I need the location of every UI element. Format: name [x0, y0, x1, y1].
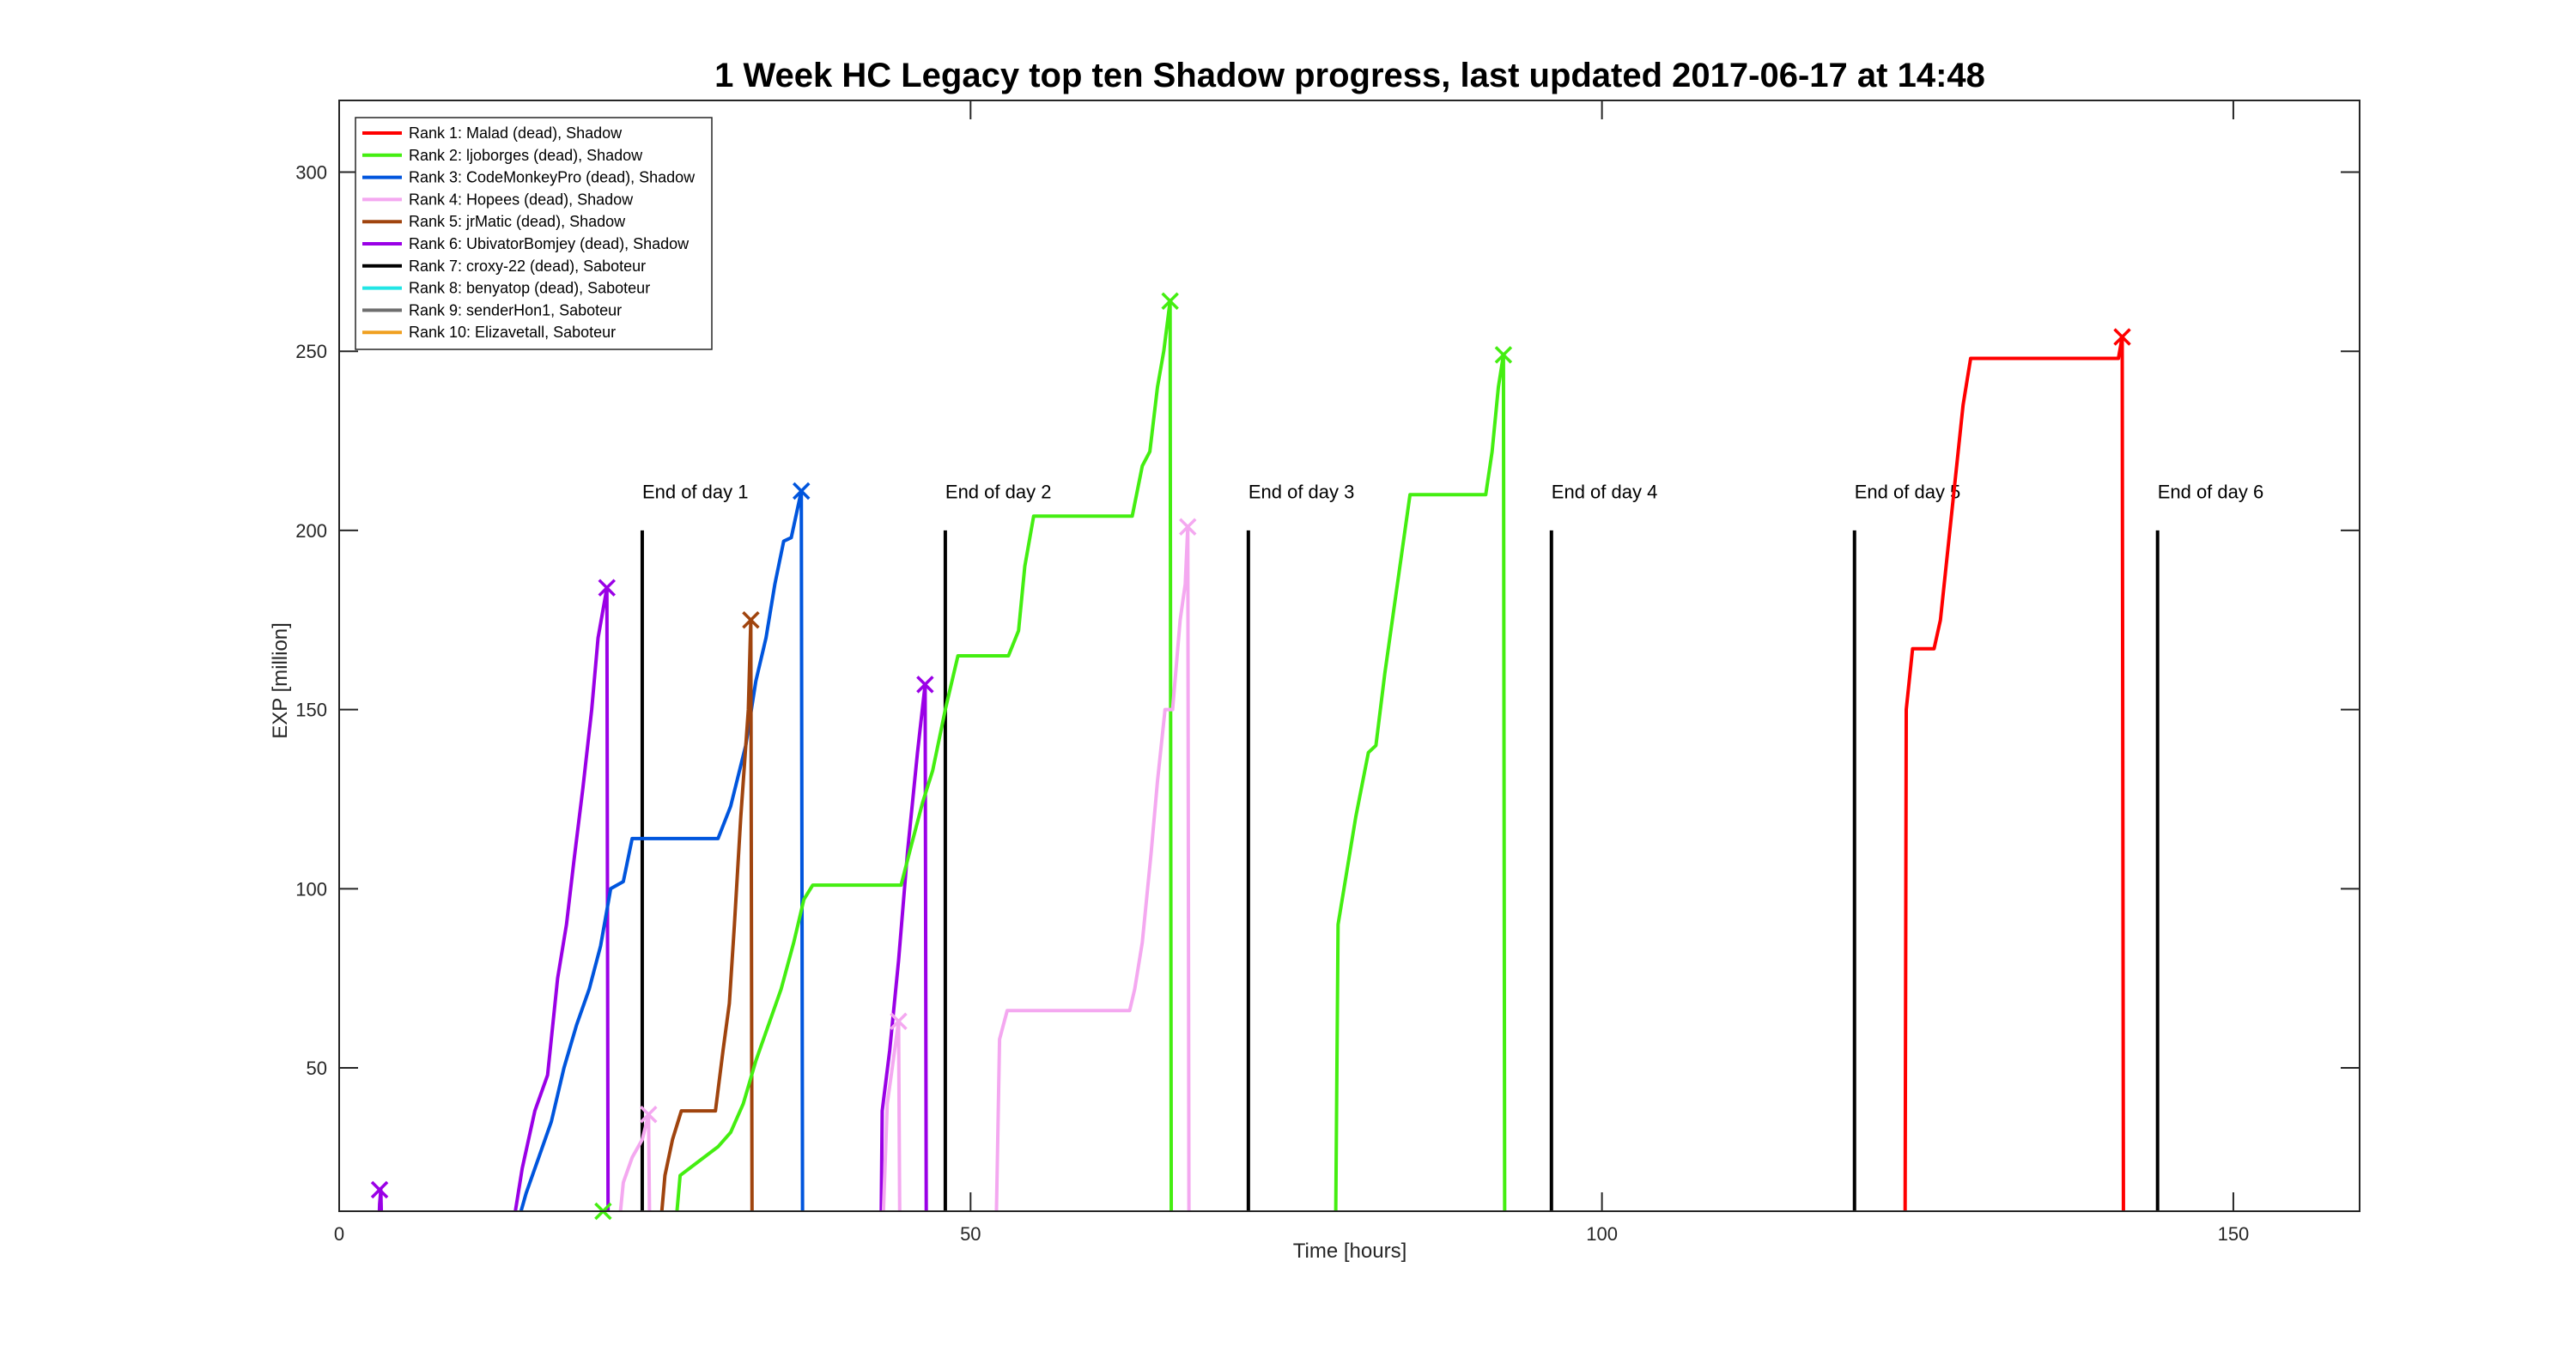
- y-tick-label-50: 50: [307, 1058, 327, 1079]
- death-marker-5-1: [640, 1106, 658, 1124]
- series-line-3-1: [659, 618, 754, 1211]
- x-tick-label-150: 150: [2218, 1223, 2250, 1245]
- series-line-1-1: [377, 1188, 384, 1211]
- day-marker-label-5: End of day 5: [1855, 481, 1961, 502]
- series-line-4-1: [675, 299, 1174, 1211]
- day-marker-label-4: End of day 4: [1552, 481, 1658, 502]
- day-marker-label-2: End of day 2: [945, 481, 1052, 502]
- legend-box: [355, 117, 713, 350]
- death-marker-4-2: [1161, 292, 1179, 310]
- series-2: [519, 489, 805, 1211]
- y-tick-label-150: 150: [295, 700, 327, 721]
- y-tick-label-250: 250: [295, 341, 327, 362]
- day-marker-label-3: End of day 3: [1249, 481, 1355, 502]
- plot-area: End of day 1 End of day 2 End of day 3 End …: [370, 292, 2264, 1221]
- death-marker-5-3: [1179, 518, 1197, 536]
- legend-label-6: Rank 6: UbivatorBomjey (dead), Shadow: [409, 235, 690, 252]
- x-axis-label: Time [hours]: [1293, 1240, 1406, 1263]
- legend-label-10: Rank 10: Elizavetall, Saboteur: [409, 324, 616, 341]
- y-axis-label: EXP [million]: [269, 622, 292, 739]
- legend-label-7: Rank 7: croxy-22 (dead), Saboteur: [409, 258, 646, 275]
- series-5: [618, 524, 1191, 1211]
- y-tick-label-200: 200: [295, 520, 327, 542]
- day-marker-label-1: End of day 1: [642, 481, 749, 502]
- legend-label-3: Rank 3: CodeMonkeyPro (dead), Shadow: [409, 169, 696, 186]
- x-tick-label-100: 100: [1586, 1223, 1618, 1245]
- axes: 0 50 100 150 50 100 150 200 250 300: [295, 100, 2360, 1245]
- legend-label-4: Rank 4: Hopees (dead), Shadow: [409, 191, 634, 208]
- death-marker-1-3: [916, 676, 934, 694]
- series-line-4-2: [1334, 353, 1507, 1211]
- series-line-5-2: [881, 1019, 902, 1211]
- series-6: [1903, 335, 2125, 1211]
- series-4: [675, 299, 1507, 1211]
- legend-label-8: Rank 8: benyatop (dead), Saboteur: [409, 280, 650, 297]
- death-marker-2-1: [793, 482, 811, 500]
- series-3: [659, 618, 754, 1211]
- death-marker-5-2: [890, 1012, 908, 1031]
- y-tick-label-300: 300: [295, 161, 327, 183]
- series-line-2-1: [519, 489, 805, 1211]
- death-marker-1-2: [598, 579, 617, 597]
- series-line-6-1: [1903, 335, 2125, 1211]
- legend-label-5: Rank 5: jrMatic (dead), Shadow: [409, 213, 626, 230]
- death-marker-3-1: [742, 611, 760, 629]
- legend-label-1: Rank 1: Malad (dead), Shadow: [409, 124, 623, 142]
- legend: Rank 1: Malad (dead), Shadow Rank 2: ljob…: [355, 117, 713, 350]
- death-marker-1-1: [370, 1180, 389, 1199]
- day-marker-label-6: End of day 6: [2158, 481, 2264, 502]
- legend-label-9: Rank 9: senderHon1, Saboteur: [409, 301, 622, 318]
- death-marker-4-3: [1494, 346, 1513, 364]
- x-tick-label-50: 50: [960, 1223, 981, 1245]
- series-1: [377, 585, 928, 1211]
- series-line-1-2: [513, 585, 611, 1211]
- legend-label-2: Rank 2: ljoborges (dead), Shadow: [409, 147, 643, 164]
- series-line-5-3: [994, 524, 1191, 1211]
- chart-title: 1 Week HC Legacy top ten Shadow progress…: [714, 57, 1985, 94]
- series-line-5-1: [618, 1113, 652, 1211]
- y-tick-label-100: 100: [295, 878, 327, 900]
- x-tick-label-0: 0: [334, 1223, 344, 1245]
- death-marker-6-1: [2113, 328, 2131, 346]
- plot-frame: [338, 100, 2360, 1212]
- series-line-1-3: [879, 682, 928, 1211]
